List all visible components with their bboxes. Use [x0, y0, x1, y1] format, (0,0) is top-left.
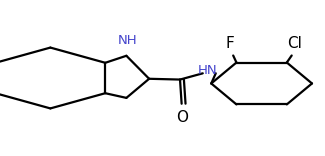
Text: NH: NH: [118, 34, 138, 47]
Text: Cl: Cl: [288, 36, 302, 51]
Text: O: O: [176, 110, 188, 125]
Text: F: F: [226, 36, 234, 51]
Text: HN: HN: [198, 64, 217, 78]
